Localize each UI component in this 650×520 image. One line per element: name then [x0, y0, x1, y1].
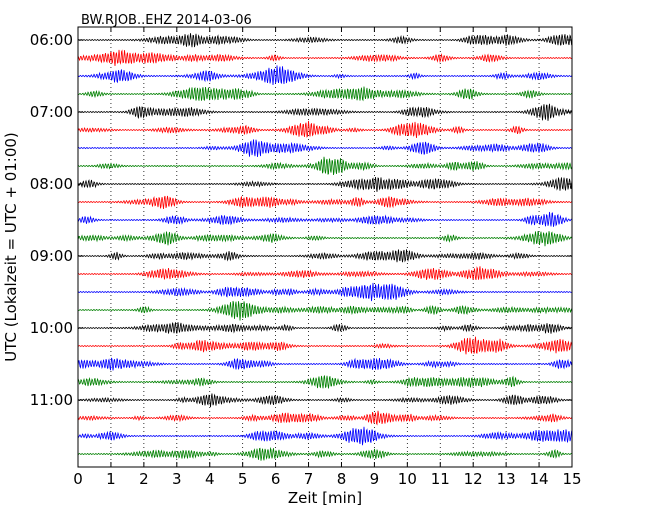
plot-frame [77, 26, 573, 468]
trace-0930 [77, 282, 573, 302]
vertical-grid [110, 27, 540, 467]
y-tick-label: 10:00 [30, 319, 73, 337]
trace-0915 [77, 266, 573, 281]
x-tick-label: 2 [139, 470, 149, 488]
x-tick-label: 1 [106, 470, 116, 488]
chart-title: BW.RJOB..EHZ 2014-03-06 [81, 13, 252, 28]
y-tick-label: 07:00 [30, 103, 73, 121]
trace-0730 [77, 139, 573, 158]
trace-0700 [77, 103, 573, 121]
trace-0945 [77, 300, 573, 321]
trace-0630 [77, 65, 573, 86]
trace-1045 [77, 375, 573, 389]
x-tick-label: 15 [562, 470, 581, 488]
trace-0900 [77, 249, 573, 263]
trace-0600 [77, 33, 573, 48]
trace-0845 [77, 230, 573, 247]
trace-0645 [77, 86, 573, 102]
x-tick-label: 12 [464, 470, 483, 488]
x-axis-title: Zeit [min] [288, 489, 362, 507]
trace-0615 [77, 49, 573, 67]
x-tick-label: 3 [172, 470, 182, 488]
x-tick-label: 7 [304, 470, 314, 488]
y-tick-label: 09:00 [30, 247, 73, 265]
y-axis-ticks: 06:00 07:00 08:00 09:00 10:00 11:00 [30, 31, 572, 409]
x-tick-label: 11 [431, 470, 450, 488]
trace-0745 [78, 156, 573, 176]
trace-1145 [77, 446, 573, 461]
x-tick-label: 0 [73, 470, 83, 488]
trace-0715 [77, 120, 573, 139]
x-tick-label: 10 [398, 470, 417, 488]
x-tick-label: 8 [337, 470, 347, 488]
trace-1130 [77, 426, 573, 446]
y-axis-title: UTC (Lokalzeit = UTC + 01:00) [2, 132, 20, 362]
trace-0830 [77, 211, 573, 227]
trace-1100 [77, 393, 573, 408]
y-tick-label: 06:00 [30, 31, 73, 49]
seismic-traces [77, 33, 573, 461]
trace-1015 [77, 336, 573, 355]
trace-1115 [77, 410, 573, 426]
trace-1000 [77, 322, 573, 334]
x-tick-label: 6 [271, 470, 281, 488]
x-tick-label: 14 [530, 470, 549, 488]
x-tick-label: 9 [370, 470, 380, 488]
trace-0800 [77, 176, 573, 192]
x-tick-label: 4 [205, 470, 215, 488]
y-tick-label: 11:00 [30, 391, 73, 409]
trace-0815 [77, 195, 573, 210]
x-axis-ticks: 0 1 2 3 4 5 6 7 8 9 10 11 12 13 14 15 [73, 27, 582, 488]
trace-1030 [77, 357, 573, 371]
y-tick-label: 08:00 [30, 175, 73, 193]
x-tick-label: 13 [497, 470, 516, 488]
x-tick-label: 5 [238, 470, 248, 488]
